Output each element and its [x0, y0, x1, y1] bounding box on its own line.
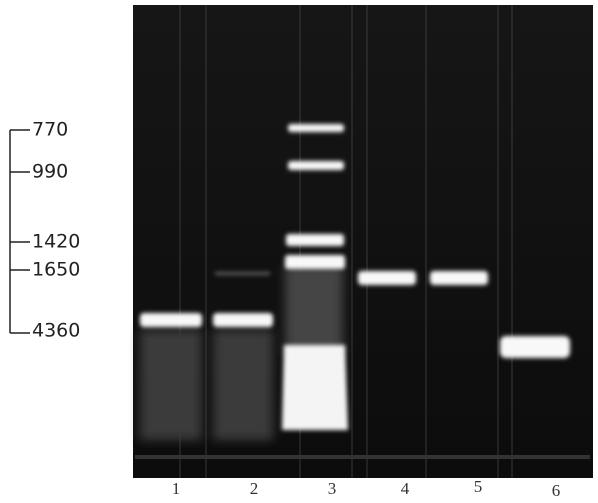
marker-bracket [9, 129, 30, 334]
band [430, 271, 488, 285]
band [500, 336, 570, 358]
gel-bottom-edge [135, 455, 590, 459]
band [358, 271, 416, 285]
bands [140, 124, 570, 358]
gel [133, 5, 593, 478]
band [215, 272, 270, 275]
marker-label: 1420 [32, 231, 80, 253]
band [140, 313, 202, 327]
gel-streaks [179, 5, 513, 478]
lane-smear [282, 345, 348, 430]
band [285, 255, 345, 269]
band [288, 124, 344, 132]
marker-label: 770 [32, 119, 68, 141]
lane-label: 6 [552, 481, 561, 500]
marker-label: 1650 [32, 259, 80, 281]
lane-label: 1 [172, 479, 181, 498]
lane-label: 2 [250, 479, 259, 498]
marker-label: 4360 [32, 320, 80, 342]
band [286, 234, 344, 246]
lane-smear [213, 330, 273, 440]
band [213, 313, 273, 327]
marker-label: 990 [32, 161, 68, 183]
lane-label: 4 [401, 479, 410, 498]
lane-smear [285, 265, 343, 355]
lane-label: 5 [474, 477, 483, 496]
band [288, 161, 344, 170]
lane-label: 3 [328, 479, 337, 498]
lane-smear [140, 330, 202, 440]
